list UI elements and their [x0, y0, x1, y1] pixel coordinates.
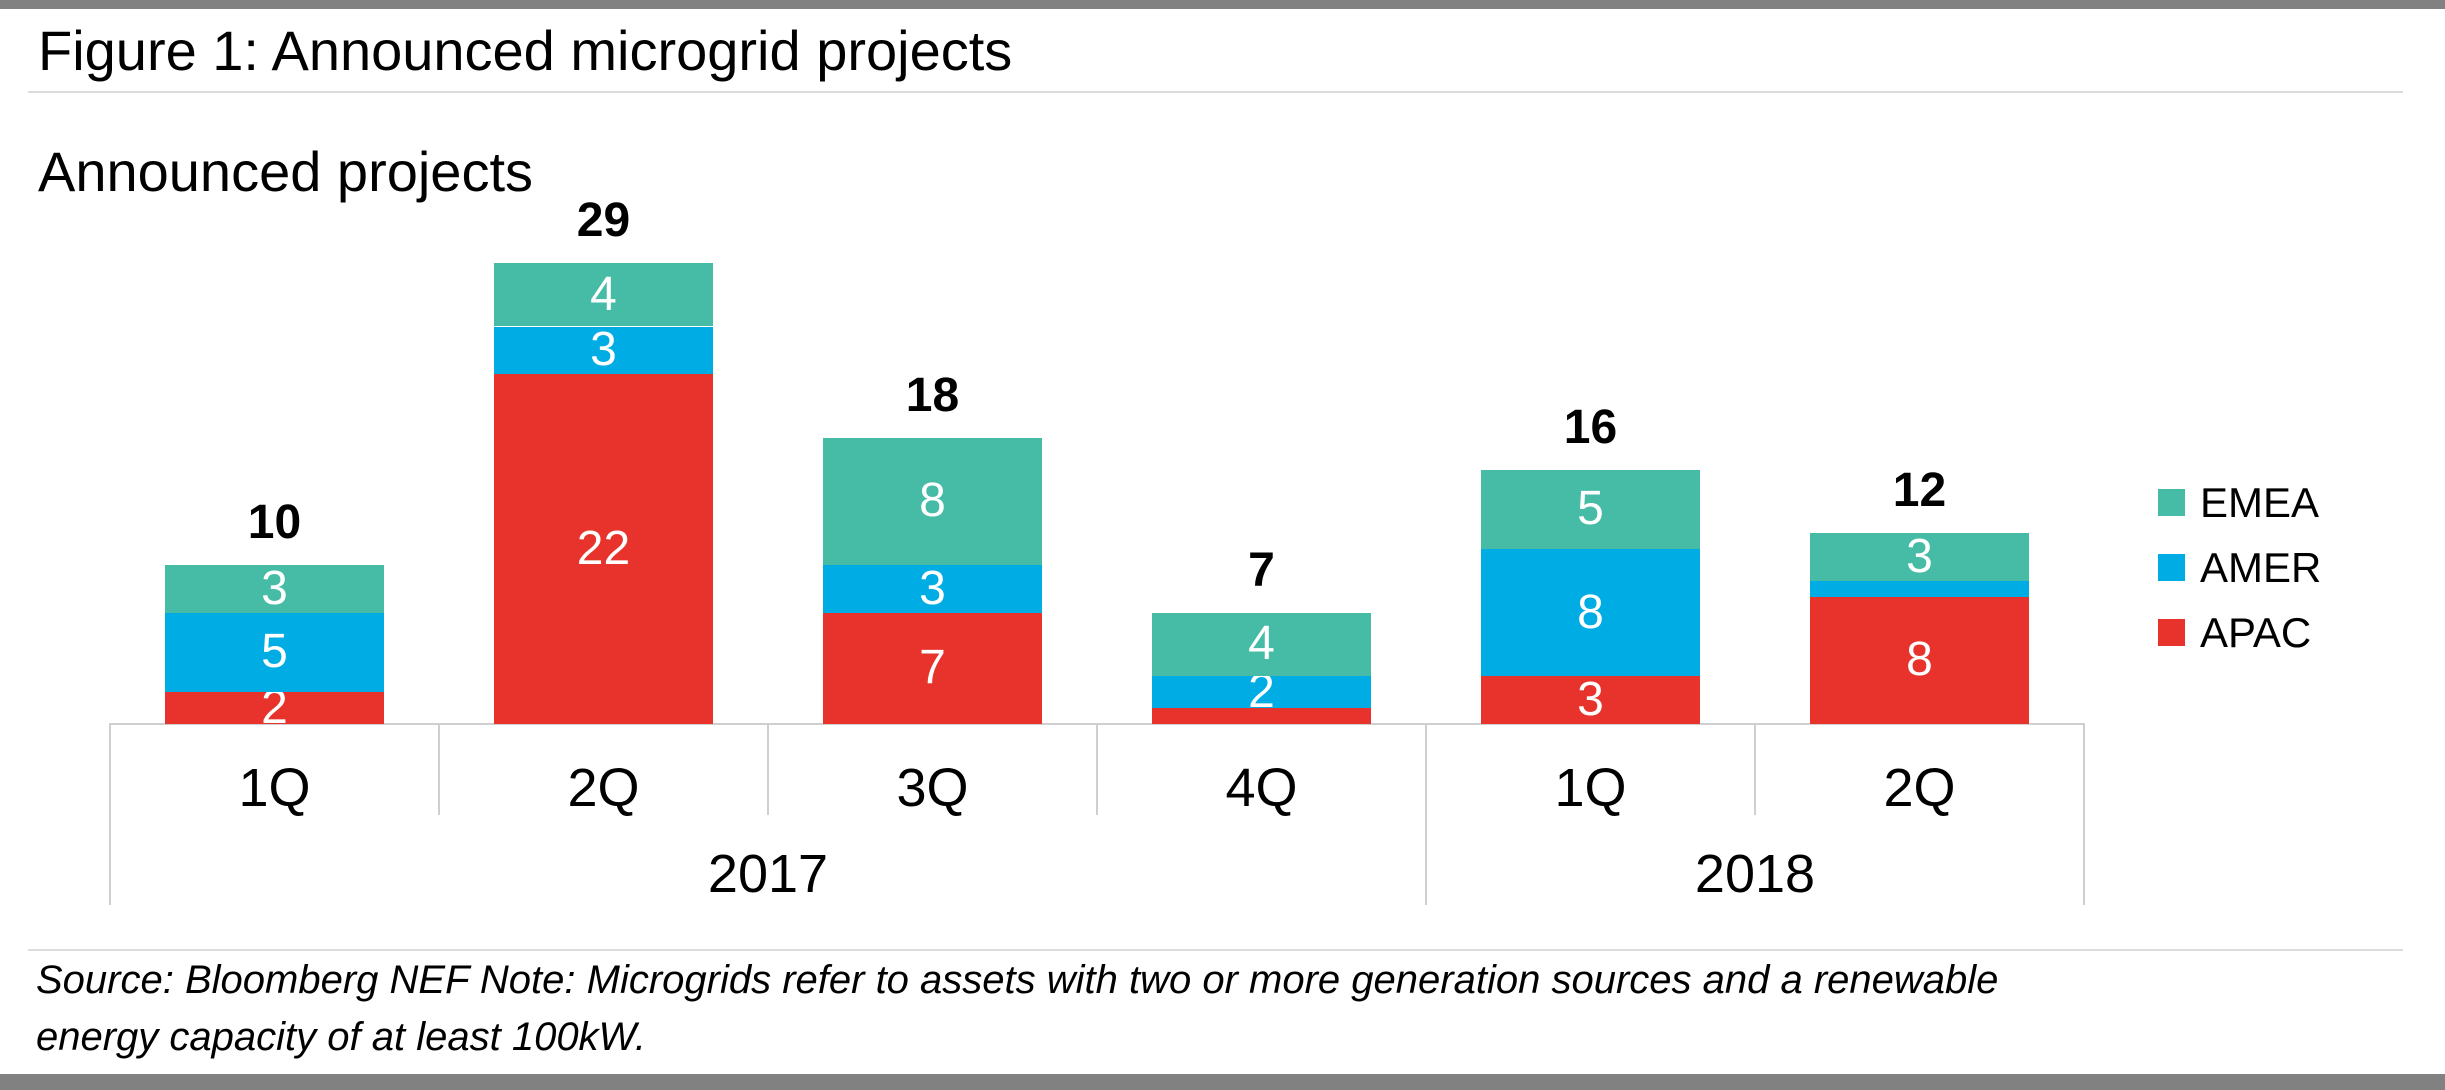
axis-label-quarter-5: 2Q [1883, 758, 1956, 818]
segment-label-EMEA-0: 3 [261, 561, 288, 615]
axis-tick [2083, 723, 2085, 905]
bar-segment-EMEA-3: 4 [1152, 612, 1371, 677]
segment-label-AMER-2: 3 [919, 561, 946, 615]
axis-label-quarter-2: 3Q [896, 758, 969, 818]
axis-tick [109, 723, 111, 905]
bar-segment-AMER-0: 5 [165, 612, 384, 693]
figure-title: Figure 1: Announced microgrid projects [38, 19, 1013, 82]
axis-label-quarter-0: 1Q [238, 758, 311, 818]
bar-segment-AMER-2: 3 [823, 561, 1042, 615]
segment-label-EMEA-2: 8 [919, 474, 946, 528]
segment-label-APAC-4: 3 [1577, 673, 1604, 727]
bar-segment-AMER-5 [1810, 580, 2029, 597]
bar-total-0: 10 [247, 496, 302, 549]
bar-segment-APAC-3 [1152, 708, 1371, 724]
legend-swatch-icon [2158, 619, 2185, 646]
bottom-gray-band [0, 1074, 2445, 1090]
axis-tick [1096, 723, 1098, 815]
segment-label-APAC-2: 7 [919, 641, 946, 695]
axis-label-year-2017: 2017 [707, 844, 829, 904]
bar-segment-AMER-3: 2 [1152, 668, 1371, 716]
segment-label-EMEA-5: 3 [1906, 530, 1933, 584]
legend-item-amer: AMER [2158, 546, 2321, 589]
axis-tick [1754, 723, 1756, 815]
segment-label-AMER-0: 5 [261, 625, 288, 679]
legend-label: AMER [2200, 544, 2322, 591]
axis-label-year-2018: 2018 [1694, 844, 1816, 904]
bar-segment-AMER-4: 8 [1481, 549, 1700, 677]
title-divider [28, 91, 2403, 93]
axis-tick [767, 723, 769, 815]
bar-segment-APAC-1: 22 [494, 374, 713, 724]
segment-label-AMER-4: 8 [1577, 585, 1604, 639]
segment-label-EMEA-4: 5 [1577, 482, 1604, 536]
chart-title: Announced projects [38, 140, 534, 203]
axis-label-quarter-4: 1Q [1554, 758, 1627, 818]
chart-legend: EMEA AMER APAC [2158, 481, 2321, 654]
bar-segment-EMEA-2: 8 [823, 437, 1042, 565]
legend-label: EMEA [2200, 479, 2320, 526]
axis-label-quarter-1: 2Q [567, 758, 640, 818]
top-gray-band [0, 0, 2445, 9]
bar-segment-EMEA-0: 3 [165, 561, 384, 615]
bar-segment-AMER-1: 3 [494, 323, 713, 377]
bar-segment-APAC-2: 7 [823, 612, 1042, 724]
bar-total-3: 7 [1248, 543, 1275, 597]
bar-total-4: 16 [1563, 400, 1618, 454]
bar-total-2: 18 [905, 368, 960, 422]
source-note: Source: Bloomberg NEF Note: Microgrids r… [36, 952, 2396, 1066]
segment-label-EMEA-1: 4 [590, 267, 617, 321]
legend-label: APAC [2200, 609, 2312, 656]
bar-total-5: 12 [1892, 464, 1947, 518]
segment-label-AMER-1: 3 [590, 323, 617, 377]
bar-segment-APAC-0: 2 [165, 684, 384, 732]
legend-swatch-icon [2158, 554, 2185, 581]
legend-item-emea: EMEA [2158, 481, 2321, 524]
source-note-line1: Source: Bloomberg NEF Note: Microgrids r… [36, 958, 1999, 1002]
source-divider [28, 949, 2403, 951]
bar-segment-EMEA-1: 4 [494, 262, 713, 327]
bar-segment-APAC-5: 8 [1810, 596, 2029, 724]
bar-segment-APAC-4: 3 [1481, 676, 1700, 724]
axis-tick [438, 723, 440, 815]
bar-segment-EMEA-4: 5 [1481, 469, 1700, 550]
segment-label-APAC-5: 8 [1906, 633, 1933, 687]
axis-tick [1425, 723, 1427, 905]
segment-label-EMEA-3: 4 [1248, 617, 1275, 671]
segment-label-APAC-1: 22 [576, 522, 631, 576]
bar-segment-EMEA-5: 3 [1810, 533, 2029, 581]
bar-total-1: 29 [576, 193, 631, 247]
source-note-line2: energy capacity of at least 100kW. [36, 1015, 646, 1059]
axis-label-quarter-3: 4Q [1225, 758, 1298, 818]
legend-item-apac: APAC [2158, 611, 2321, 654]
legend-swatch-icon [2158, 489, 2185, 516]
